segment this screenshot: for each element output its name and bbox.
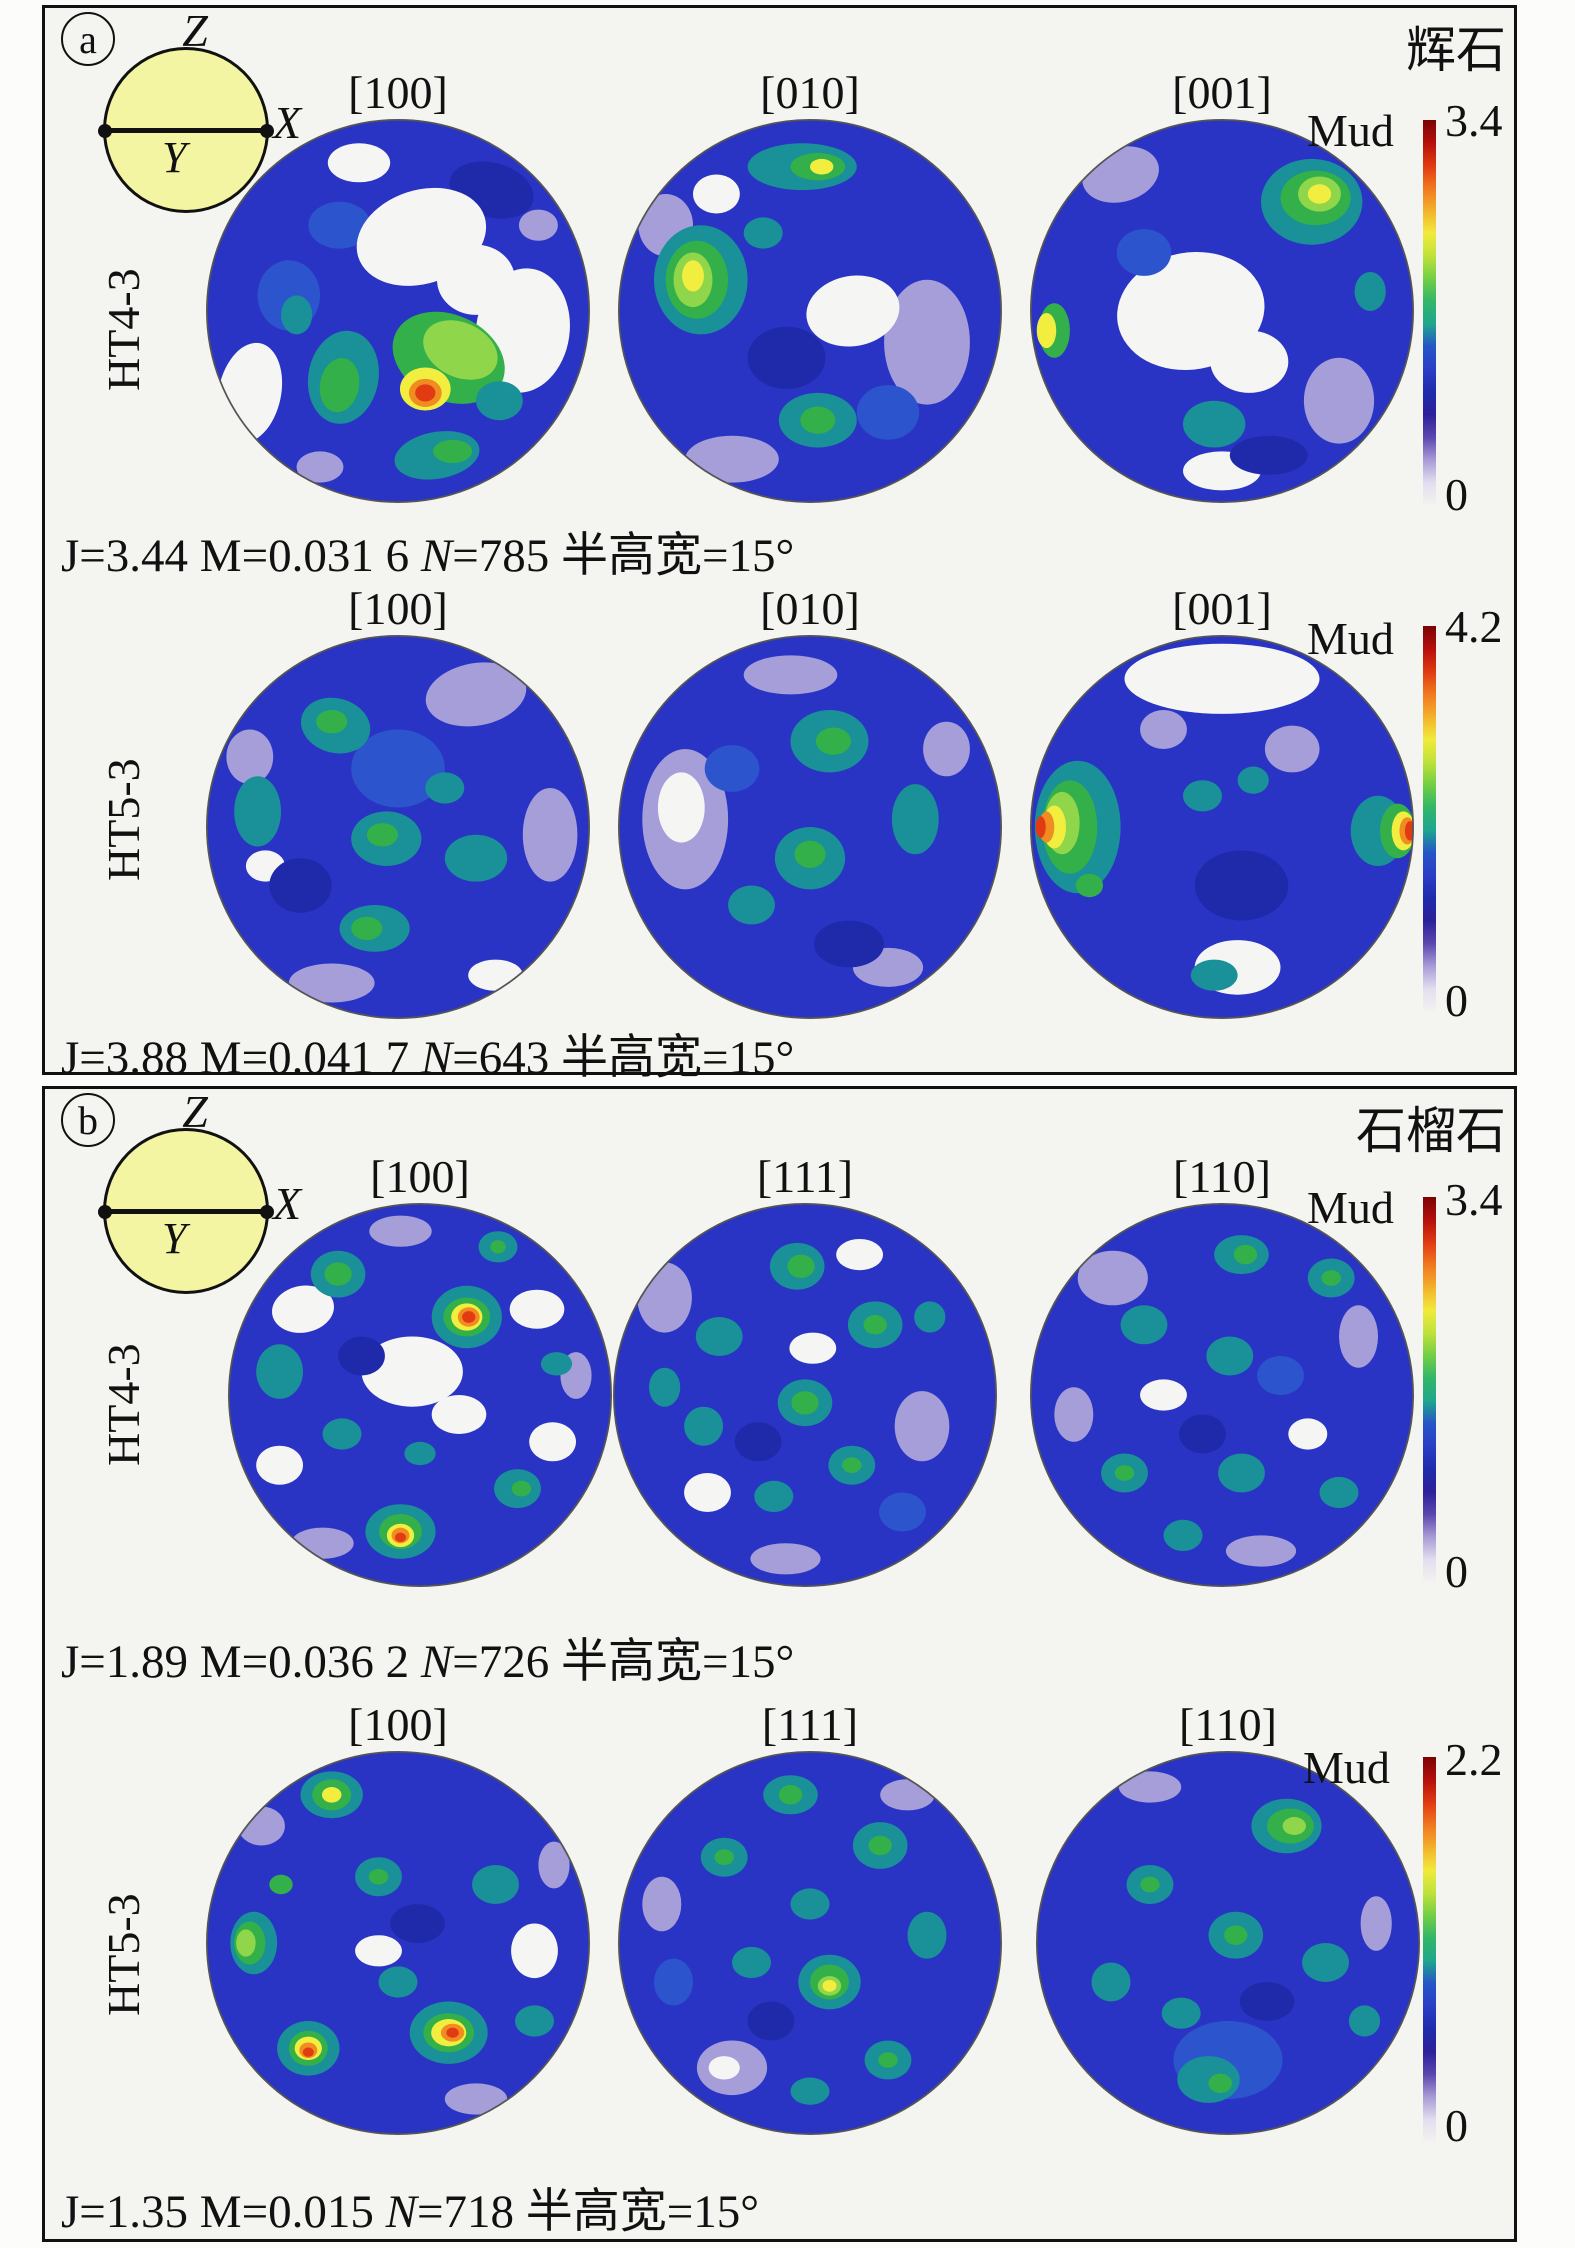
axis-orientation-diagram: Y [98,47,274,213]
pole-figure-pyroxene-ht4-3-010 [618,119,1002,503]
stats-n: N [420,1636,453,1688]
pole-figure-column: [100] [203,40,593,506]
stats-n: N [385,2186,417,2238]
colorbar [1423,626,1436,1011]
stats-right: =643 半高宽=15° [452,1032,795,1084]
pole-figure-column: [111] [610,1124,1000,1590]
sample-label-ht4-3: HT4-3 [98,268,149,392]
sample-label-ht5-3: HT5-3 [98,758,149,882]
direction-header-001: [001] [1172,583,1272,634]
pole-figure-column: [010] [615,40,1005,506]
pole-figure-column: [100] [203,1672,593,2138]
stats-n: N [420,1032,453,1084]
pole-figure-garnet-ht5-3-100 [206,1751,590,2135]
direction-header-110: [110] [1173,1151,1271,1202]
panel-a: a 辉石 Z Y X HT4-3 [100] [010] [001] Mud 3… [42,5,1517,1084]
panel-b: b 石榴石 Z Y X HT4-3 [100] [111] [110] Mud … [42,1086,1517,2242]
pole-figure-column: [010] [615,556,1005,1022]
colorbar-min: 0 [1445,975,1468,1026]
stats-line: J=3.88 M=0.041 7 N=643 半高宽=15° [61,1018,794,1087]
axis-y-label: Y [162,1214,187,1263]
stats-left: J=1.89 M=0.036 2 [61,1636,421,1688]
stats-left: J=1.35 M=0.015 [61,2186,386,2238]
stats-left: J=3.88 M=0.041 7 [61,1032,421,1084]
axis-dot-left [98,1205,112,1219]
pole-figure-column: [110] [1033,1672,1423,2138]
pole-figure-garnet-ht4-3-110 [1030,1203,1414,1587]
sample-label-ht5-3: HT5-3 [98,1893,149,2017]
axis-x-label: X [273,97,302,148]
pole-figure-garnet-ht5-3-111 [618,1751,1002,2135]
direction-header-110: [110] [1179,1699,1277,1750]
colorbar-min: 0 [1445,1546,1468,1597]
direction-header-100: [100] [348,67,448,118]
colorbar-max: 4.2 [1445,601,1503,652]
stats-right: =785 半高宽=15° [452,530,795,582]
panel-label-a: a [61,12,115,66]
direction-header-111: [111] [761,1699,859,1750]
axis-dot-left [98,124,112,138]
stats-right: =718 半高宽=15° [416,2186,760,2238]
direction-header-010: [010] [760,67,860,118]
colorbar-title: Mud [1303,1742,1390,1793]
pole-figure-column: [001] [1027,40,1417,506]
pole-figure-column: [111] [615,1672,1005,2138]
pole-figure-column: [100] [203,556,593,1022]
colorbar-max: 2.2 [1445,1734,1503,1785]
axis-dot-right [260,1205,274,1219]
direction-header-001: [001] [1172,67,1272,118]
stats-line: J=1.89 M=0.036 2 N=726 半高宽=15° [61,1622,794,1691]
pole-figure-column: [110] [1027,1124,1417,1590]
direction-header-100: [100] [370,1151,470,1202]
pole-figure-garnet-ht4-3-111 [613,1203,997,1587]
axis-horizontal-line [103,128,269,133]
pole-figure-garnet-ht4-3-100 [228,1203,612,1587]
pole-figure-pyroxene-ht5-3-010 [618,635,1002,1019]
direction-header-010: [010] [760,583,860,634]
pole-figure-column: [100] [225,1124,615,1590]
mineral-label-pyroxene: 辉石 [1406,22,1506,78]
direction-header-100: [100] [348,583,448,634]
sample-label-ht4-3: HT4-3 [98,1343,149,1467]
colorbar-min: 0 [1445,469,1468,520]
panel-label-b: b [61,1093,115,1147]
stats-line: J=1.35 M=0.015 N=718 半高宽=15° [61,2172,759,2241]
colorbar-title: Mud [1307,613,1394,664]
axis-y-label: Y [162,133,187,182]
direction-header-111: [111] [756,1151,854,1202]
pole-figure-column: [001] [1027,556,1417,1022]
axis-dot-right [260,124,274,138]
pole-figure-garnet-ht5-3-110 [1036,1751,1420,2135]
axis-orientation-diagram: Y [98,1128,274,1294]
colorbar-max: 3.4 [1445,1174,1503,1225]
pole-figure-pyroxene-ht5-3-001 [1030,635,1414,1019]
axis-x-label: X [273,1178,302,1229]
colorbar [1423,120,1436,505]
colorbar-title: Mud [1307,105,1394,156]
panel-letter: b [78,1097,98,1143]
stats-right: =726 半高宽=15° [452,1636,795,1688]
mineral-label-garnet: 石榴石 [1356,1103,1506,1159]
colorbar-min: 0 [1445,2100,1468,2151]
colorbar-title: Mud [1307,1182,1394,1233]
axis-horizontal-line [103,1209,269,1214]
stats-line: J=3.44 M=0.031 6 N=785 半高宽=15° [61,516,794,585]
colorbar [1423,1757,1436,2142]
panel-letter: a [79,16,97,62]
direction-header-100: [100] [348,1699,448,1750]
pole-figure-pyroxene-ht4-3-100 [206,119,590,503]
colorbar [1423,1197,1436,1582]
colorbar-max: 3.4 [1445,95,1503,146]
stats-left: J=3.44 M=0.031 6 [61,530,421,582]
pole-figure-pyroxene-ht4-3-001 [1030,119,1414,503]
stats-n: N [420,530,453,582]
pole-figure-pyroxene-ht5-3-100 [206,635,590,1019]
